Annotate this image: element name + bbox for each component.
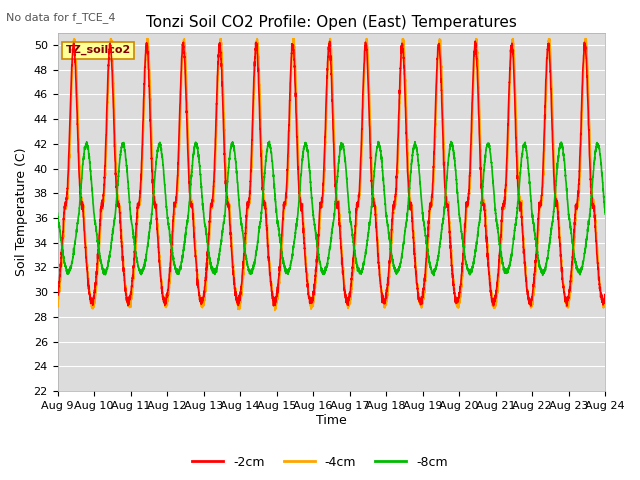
- X-axis label: Time: Time: [316, 414, 347, 427]
- Text: TZ_soilco2: TZ_soilco2: [66, 45, 131, 55]
- Title: Tonzi Soil CO2 Profile: Open (East) Temperatures: Tonzi Soil CO2 Profile: Open (East) Temp…: [146, 15, 516, 30]
- Y-axis label: Soil Temperature (C): Soil Temperature (C): [15, 147, 28, 276]
- Legend: -2cm, -4cm, -8cm: -2cm, -4cm, -8cm: [187, 451, 453, 474]
- Text: No data for f_TCE_4: No data for f_TCE_4: [6, 12, 116, 23]
